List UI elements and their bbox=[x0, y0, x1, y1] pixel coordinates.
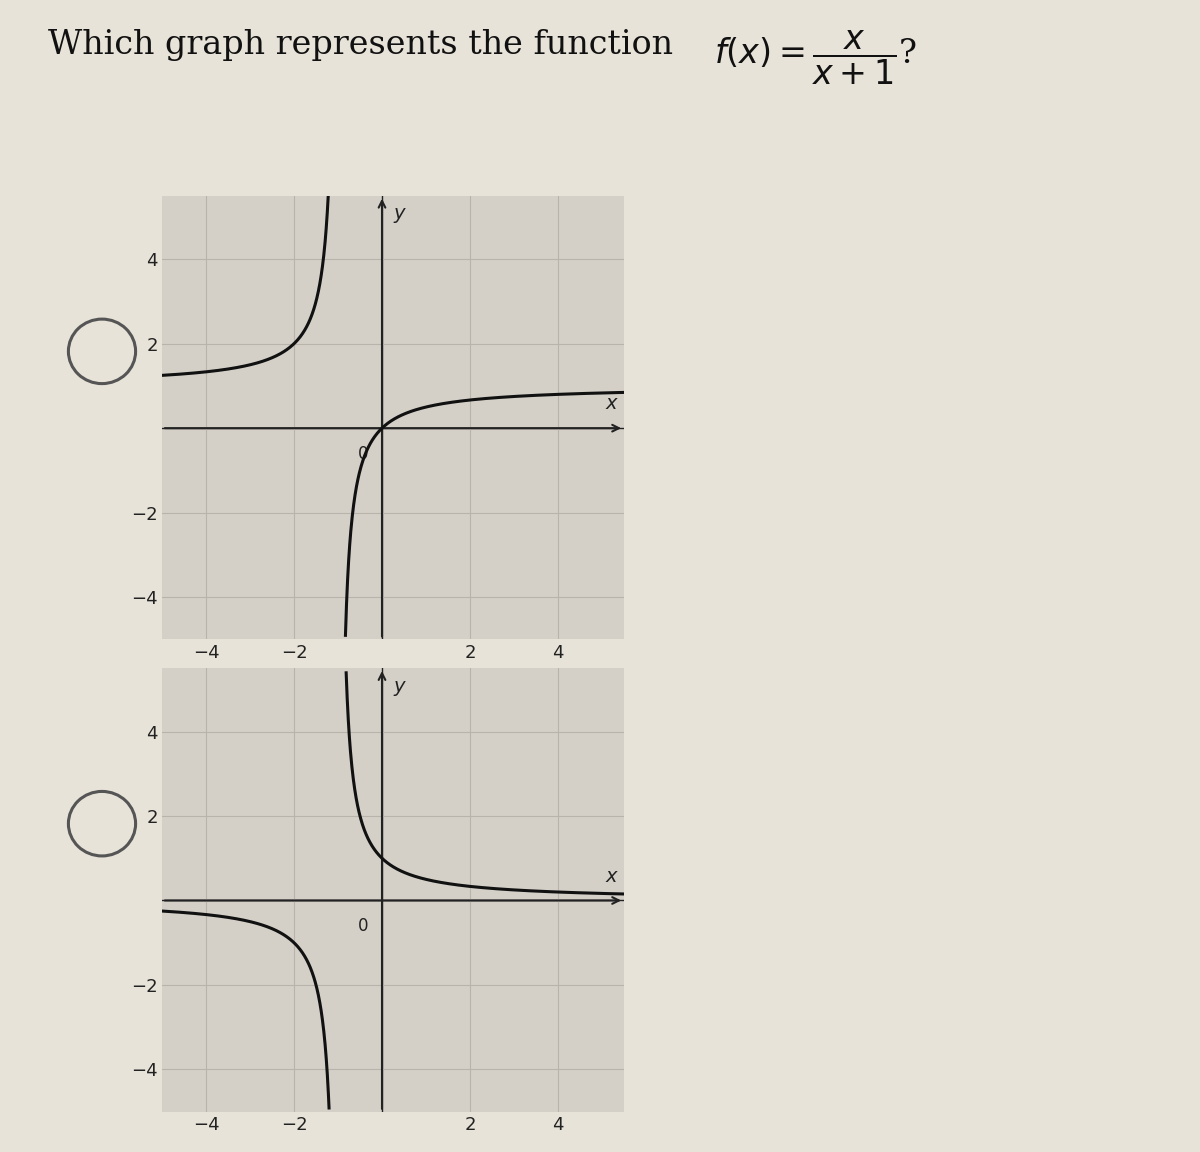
Text: 0: 0 bbox=[359, 445, 368, 463]
Text: $f(x) = \dfrac{x}{x+1}$?: $f(x) = \dfrac{x}{x+1}$? bbox=[714, 29, 917, 88]
Text: y: y bbox=[394, 204, 404, 223]
Text: Which graph represents the function: Which graph represents the function bbox=[48, 29, 684, 61]
Text: x: x bbox=[606, 866, 618, 886]
Text: 0: 0 bbox=[359, 917, 368, 935]
Text: y: y bbox=[394, 676, 404, 696]
Text: x: x bbox=[606, 394, 618, 414]
